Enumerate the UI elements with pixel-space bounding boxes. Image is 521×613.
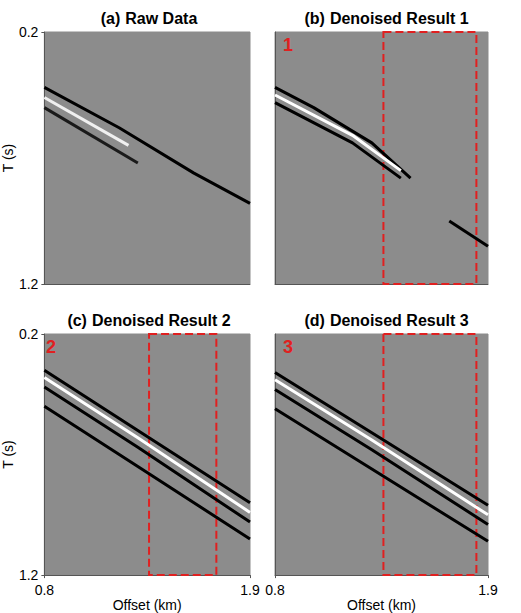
svg-text:2: 2 (46, 337, 56, 357)
svg-text:(c): (c) (67, 312, 87, 329)
svg-text:Raw Data: Raw Data (125, 10, 197, 27)
svg-text:(d): (d) (304, 312, 324, 329)
svg-text:T (s): T (s) (0, 144, 16, 173)
svg-text:(b): (b) (304, 10, 324, 27)
svg-text:1.9: 1.9 (240, 582, 260, 598)
svg-text:Denoised Result 2: Denoised Result 2 (92, 312, 231, 329)
svg-text:1.9: 1.9 (478, 582, 498, 598)
svg-text:0.8: 0.8 (265, 582, 285, 598)
svg-text:T (s): T (s) (0, 440, 16, 469)
svg-text:0.2: 0.2 (19, 326, 39, 342)
svg-text:0.8: 0.8 (35, 582, 55, 598)
svg-text:(a): (a) (101, 10, 121, 27)
svg-text:Offset (km): Offset (km) (347, 597, 416, 613)
svg-text:0.2: 0.2 (19, 24, 39, 40)
svg-text:Denoised Result 1: Denoised Result 1 (330, 10, 469, 27)
svg-text:1: 1 (283, 35, 293, 55)
svg-text:Denoised Result 3: Denoised Result 3 (330, 312, 469, 329)
svg-text:1.2: 1.2 (19, 276, 39, 292)
svg-text:1.2: 1.2 (19, 567, 39, 583)
svg-text:3: 3 (283, 337, 293, 357)
svg-text:Offset (km): Offset (km) (113, 597, 182, 613)
